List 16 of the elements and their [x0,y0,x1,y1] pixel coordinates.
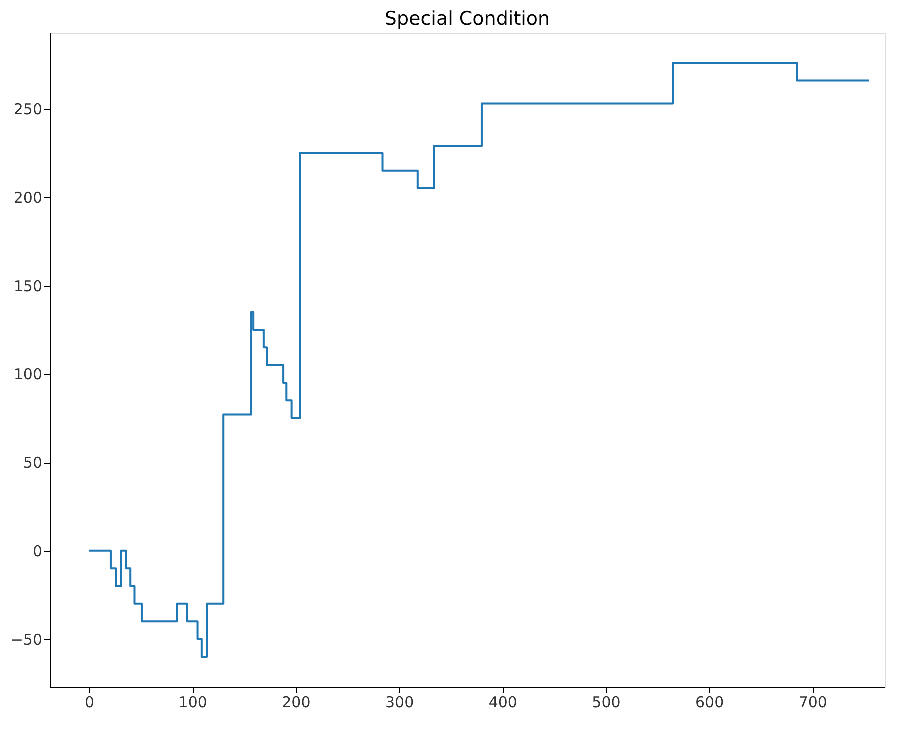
x-tick-label: 400 [488,694,518,712]
y-tick-label: 0 [32,542,42,560]
x-tick-label: 600 [696,694,724,712]
y-tick-label: 250 [14,100,42,119]
y-tick-label: 200 [14,188,42,207]
x-tick-label: 200 [282,694,311,712]
chart-title: Special Condition [384,8,550,30]
x-tick-label: 500 [592,694,621,712]
x-tick-label: 100 [178,694,208,712]
y-tick-label: 100 [14,366,42,384]
x-tick-label: 700 [798,694,828,712]
y-tick-label: 150 [14,277,42,296]
y-tick-label: 50 [23,454,42,472]
x-tick-label: 300 [385,694,414,712]
y-tick-label: −50 [10,630,42,649]
x-tick-label: 0 [84,694,95,712]
